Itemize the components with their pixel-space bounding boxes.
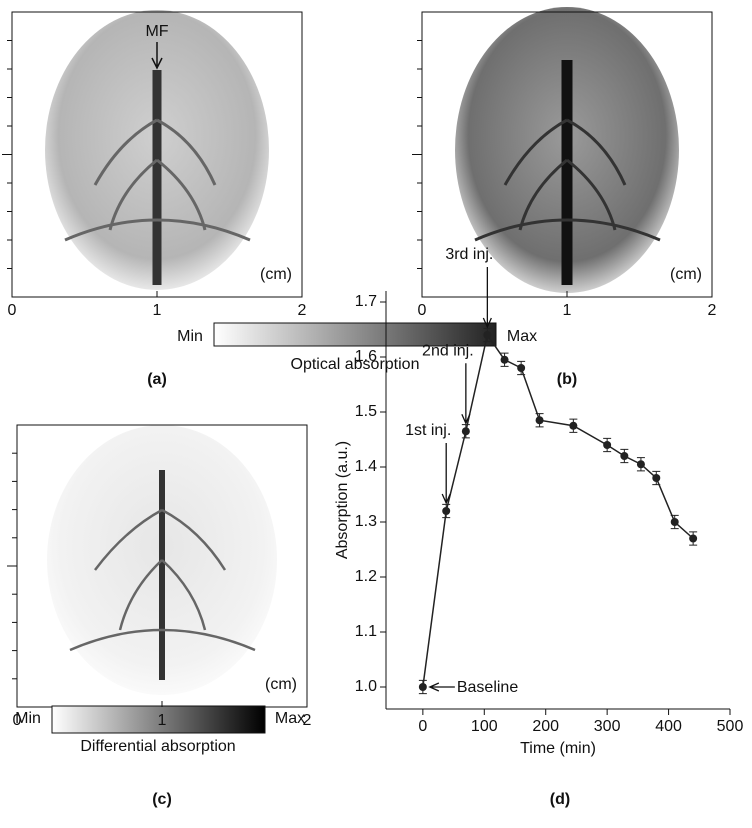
panel-label: (a) xyxy=(147,371,167,388)
y-tick-label: 1.5 xyxy=(355,403,377,420)
x-tick-label: 2 xyxy=(708,302,717,319)
annotation: 1st inj. xyxy=(405,422,451,439)
unit-label: (cm) xyxy=(265,676,297,693)
x-tick-label: 1 xyxy=(563,302,572,319)
point xyxy=(535,416,544,425)
colorbar xyxy=(213,322,497,347)
point xyxy=(517,364,526,372)
annotation: 2nd inj. xyxy=(422,342,474,359)
annotation: 3rd inj. xyxy=(445,246,493,263)
y-axis-label: Absorption (a.u.) xyxy=(334,441,351,559)
colorbar xyxy=(51,705,266,734)
point xyxy=(569,421,578,430)
annotation: Baseline xyxy=(457,679,518,696)
colorbar-min: Min xyxy=(15,710,41,727)
image-b xyxy=(455,7,679,293)
colorbar-max: Max xyxy=(275,710,305,727)
y-tick-label: 1.6 xyxy=(355,348,377,365)
point xyxy=(461,427,470,436)
point xyxy=(483,331,492,339)
annotation: MF xyxy=(145,23,168,40)
point xyxy=(442,507,451,515)
arrow xyxy=(461,363,471,425)
y-tick-label: 1.2 xyxy=(355,568,377,585)
x-tick-label: 100 xyxy=(471,718,498,735)
unit-label: (cm) xyxy=(260,266,292,283)
x-tick-label: 2 xyxy=(298,302,307,319)
panel-label: (d) xyxy=(550,791,570,808)
x-tick-label: 0 xyxy=(418,718,427,735)
point xyxy=(603,441,612,449)
point xyxy=(636,460,645,469)
y-tick-label: 1.7 xyxy=(355,293,377,310)
point xyxy=(689,534,698,543)
arrow xyxy=(482,267,492,329)
x-tick-label: 2 xyxy=(303,712,312,729)
arrow xyxy=(151,42,163,70)
image-a xyxy=(45,10,269,290)
arrow xyxy=(428,682,455,692)
x-tick-label: 0 xyxy=(13,712,22,729)
x-tick-label: 500 xyxy=(717,718,744,735)
colorbar-max: Max xyxy=(507,328,537,345)
x-tick-label: 400 xyxy=(655,718,682,735)
x-tick-label: 300 xyxy=(594,718,621,735)
y-tick-label: 1.4 xyxy=(355,458,377,475)
point xyxy=(620,452,629,460)
image-c xyxy=(47,425,277,695)
x-tick-label: 200 xyxy=(532,718,559,735)
colorbar-title: Differential absorption xyxy=(80,738,235,755)
point xyxy=(670,518,679,526)
point xyxy=(500,355,509,364)
panel-label: (b) xyxy=(557,371,577,388)
panel-label: (c) xyxy=(152,791,172,808)
point xyxy=(652,474,661,482)
colorbar-title: Optical absorption xyxy=(291,356,420,373)
y-tick-label: 1.1 xyxy=(355,623,377,640)
x-tick-label: 0 xyxy=(418,302,427,319)
x-tick-label: 1 xyxy=(158,712,167,729)
x-tick-label: 1 xyxy=(153,302,162,319)
arrow xyxy=(441,443,451,505)
x-tick-label: 0 xyxy=(8,302,17,319)
x-axis-label: Time (min) xyxy=(520,740,596,757)
point xyxy=(418,683,427,691)
unit-label: (cm) xyxy=(670,266,702,283)
colorbar-min: Min xyxy=(177,328,203,345)
y-tick-label: 1.3 xyxy=(355,513,377,530)
y-tick-label: 1.0 xyxy=(355,678,377,695)
